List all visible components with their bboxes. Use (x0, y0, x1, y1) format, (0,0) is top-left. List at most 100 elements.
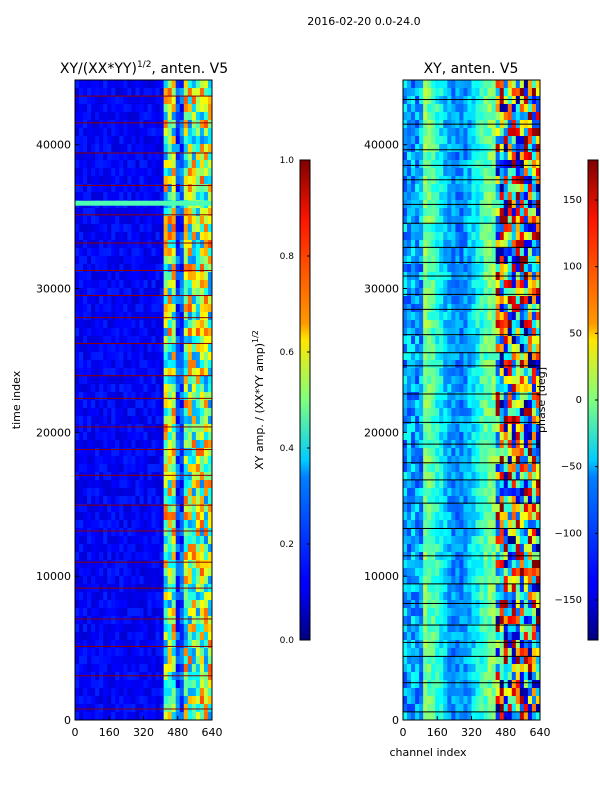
amplitude-heatmap-cell (175, 432, 181, 441)
phase-heatmap-cell (459, 568, 464, 577)
amplitude-heatmap-cell (119, 304, 124, 313)
amplitude-heatmap-cell (187, 160, 193, 169)
amplitude-heatmap-cell (175, 624, 181, 633)
phase-heatmap-cell (479, 240, 484, 249)
amplitude-heatmap-cell (115, 464, 120, 473)
phase-heatmap-cell (527, 536, 533, 545)
phase-heatmap-cell (443, 104, 448, 113)
phase-heatmap-cell (471, 320, 476, 329)
amplitude-heatmap-cell (155, 496, 161, 505)
phase-heatmap-cell (423, 136, 428, 145)
phase-heatmap-cell (475, 344, 480, 353)
amplitude-heatmap-cell (139, 600, 144, 609)
phase-heatmap-cell (507, 376, 513, 385)
amplitude-heatmap-cell (91, 104, 96, 113)
phase-heatmap-cell (419, 344, 424, 353)
amplitude-heatmap-gap-line (75, 645, 212, 647)
amplitude-heatmap-cell (175, 168, 181, 177)
amplitude-heatmap-cell (155, 136, 161, 145)
amplitude-heatmap-cell (83, 480, 88, 489)
amplitude-heatmap-cell (87, 504, 92, 513)
amplitude-heatmap-cell (143, 176, 148, 185)
phase-heatmap-cell (431, 224, 436, 233)
amplitude-heatmap-cell (139, 296, 144, 305)
phase-heatmap-cell (527, 128, 533, 137)
amplitude-heatmap-cell (159, 704, 165, 713)
amplitude-heatmap-cell (107, 400, 112, 409)
amplitude-heatmap-cell (107, 304, 112, 313)
phase-heatmap-cell (427, 152, 432, 161)
amplitude-heatmap-cell (171, 152, 177, 161)
amplitude-heatmap-cell (171, 664, 177, 673)
phase-heatmap-cell (503, 416, 509, 425)
amplitude-heatmap-cell (99, 360, 104, 369)
phase-heatmap-cell (467, 224, 472, 233)
phase-heatmap-cell (427, 144, 432, 153)
amplitude-heatmap-cell (75, 536, 80, 545)
phase-heatmap-cell (483, 320, 489, 329)
phase-heatmap-cell (499, 568, 505, 577)
phase-heatmap-cell (455, 80, 460, 89)
phase-heatmap-cell (491, 480, 497, 489)
phase-heatmap-cell (415, 224, 420, 233)
phase-heatmap-cell (451, 96, 456, 105)
amplitude-heatmap-cell (175, 600, 181, 609)
phase-heatmap-cell (491, 112, 497, 121)
amplitude-heatmap-cell (91, 664, 96, 673)
phase-heatmap-cell (455, 248, 460, 257)
amplitude-heatmap-cell (83, 400, 88, 409)
phase-heatmap-cell (479, 264, 484, 273)
phase-heatmap-cell (479, 288, 484, 297)
amplitude-heatmap-cell (191, 232, 197, 241)
amplitude-heatmap-cell (115, 320, 120, 329)
amplitude-heatmap-gap-line (75, 270, 212, 271)
amplitude-heatmap-cell (207, 472, 212, 481)
amplitude-heatmap-cell (103, 392, 108, 401)
phase-heatmap-cell (467, 112, 472, 121)
phase-heatmap-cell (503, 464, 509, 473)
amplitude-heatmap-cell (187, 256, 193, 265)
amplitude-heatmap-cell (135, 456, 140, 465)
phase-heatmap-cell (511, 368, 517, 377)
amplitude-heatmap-cell (183, 440, 189, 449)
phase-heatmap-cell (475, 216, 480, 225)
phase-heatmap-cell (507, 312, 513, 321)
phase-heatmap-cell (511, 320, 517, 329)
phase-heatmap-cell (519, 296, 525, 305)
amplitude-heatmap-cell (175, 104, 181, 113)
phase-heatmap-cell (435, 184, 440, 193)
amplitude-heatmap-cell (199, 624, 205, 633)
phase-heatmap-cell (515, 576, 521, 585)
amplitude-heatmap-cell (91, 280, 96, 289)
phase-heatmap-cell (535, 400, 540, 409)
phase-heatmap-cell (507, 560, 513, 569)
amplitude-heatmap-gap-line (75, 317, 212, 319)
phase-heatmap-cell (407, 248, 412, 257)
phase-heatmap-cell (467, 376, 472, 385)
amplitude-heatmap-cell (111, 536, 116, 545)
phase-heatmap-cell (411, 160, 416, 169)
phase-heatmap-cell (463, 216, 468, 225)
amplitude-heatmap-cell (107, 576, 112, 585)
amplitude-heatmap-cell (115, 392, 120, 401)
amplitude-heatmap-cell (163, 272, 169, 281)
amplitude-heatmap-cell (127, 376, 132, 385)
phase-heatmap-cell (495, 424, 501, 433)
phase-heatmap-cell (499, 584, 505, 593)
phase-heatmap-cell (499, 360, 505, 369)
amplitude-heatmap-cell (103, 656, 108, 665)
amplitude-heatmap-cell (115, 248, 120, 257)
amplitude-heatmap-cell (107, 568, 112, 577)
phase-heatmap-cell (459, 592, 464, 601)
amplitude-heatmap-cell (131, 712, 136, 720)
amplitude-heatmap-cell (115, 520, 120, 529)
amplitude-heatmap-cell (167, 136, 173, 145)
phase-heatmap-cell (527, 376, 533, 385)
amplitude-heatmap-cell (175, 264, 181, 273)
phase-heatmap-cell (467, 216, 472, 225)
amplitude-heatmap-cell (199, 384, 205, 393)
phase-heatmap-cell (531, 520, 537, 529)
phase-heatmap-cell (431, 296, 436, 305)
amplitude-heatmap-cell (99, 336, 104, 345)
phase-heatmap-cell (527, 184, 533, 193)
